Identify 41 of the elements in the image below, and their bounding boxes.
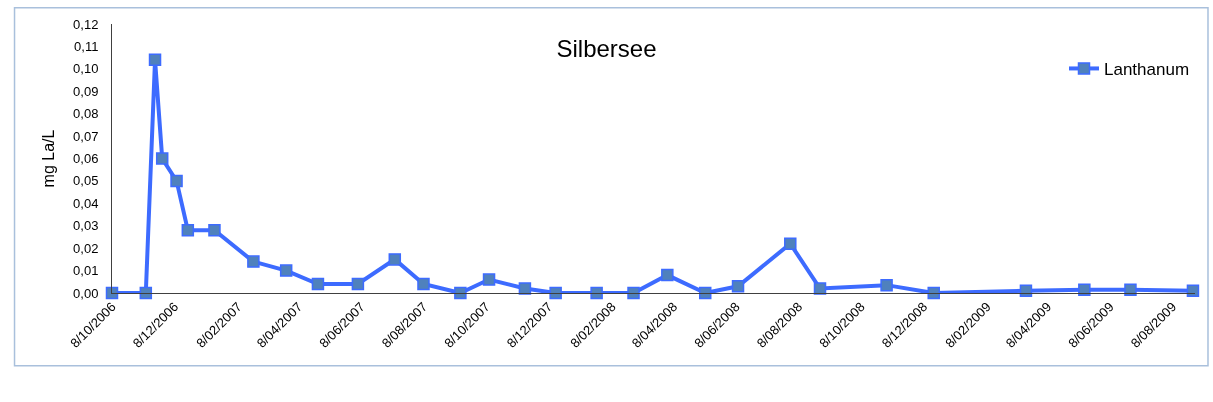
y-tick-label: 0,01 [73, 263, 99, 279]
point [279, 264, 293, 277]
point [351, 277, 365, 291]
y-tick-label: 0,07 [73, 128, 99, 144]
point [170, 174, 183, 188]
point [181, 223, 195, 237]
y-tick-label: 0,00 [73, 285, 99, 301]
y-tick-label: 0,08 [73, 106, 99, 122]
point [731, 280, 745, 293]
point [454, 286, 467, 300]
y-tick-label: 0,06 [73, 151, 99, 167]
y-tick-label: 0,04 [73, 195, 99, 211]
y-tick-label: 0,09 [73, 83, 99, 99]
point [590, 286, 603, 300]
y-tick-label: 0,03 [73, 218, 99, 234]
y-tick-label: 0,02 [73, 240, 99, 256]
point [661, 268, 674, 282]
point [813, 282, 827, 295]
y-tick-label: 0,10 [73, 61, 99, 77]
point [1078, 283, 1091, 296]
legend-label: Lanthanum [1104, 60, 1190, 80]
point [417, 277, 430, 291]
y-tick-label: 0,11 [74, 38, 99, 54]
y-axis-title: mg La/L [39, 129, 57, 188]
point [311, 277, 325, 291]
point [482, 273, 496, 286]
point [208, 223, 221, 237]
point [549, 286, 562, 300]
point [927, 286, 940, 300]
y-tick-label: 0,12 [73, 16, 99, 32]
point [148, 53, 162, 67]
text: Silbersee [556, 35, 657, 62]
point [880, 278, 893, 292]
point [155, 152, 169, 165]
y-tick-label: 0,05 [73, 173, 99, 189]
point [518, 282, 532, 295]
point [388, 253, 402, 266]
point [247, 255, 260, 268]
point [1124, 283, 1137, 296]
point [784, 237, 797, 250]
point [627, 286, 640, 300]
